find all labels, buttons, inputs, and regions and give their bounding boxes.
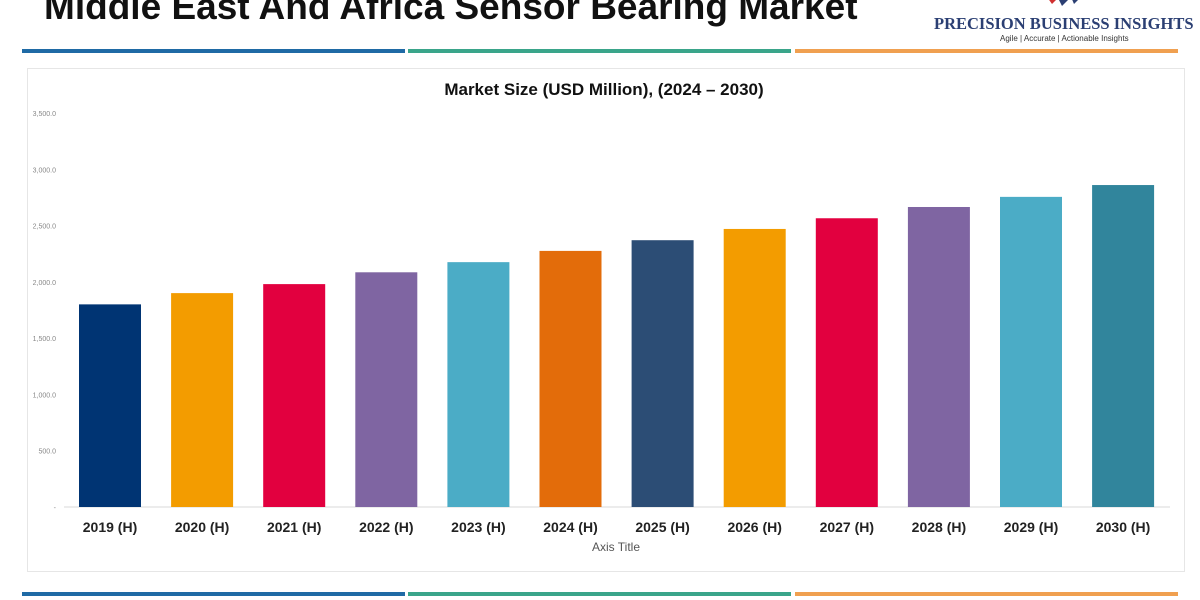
x-tick-label: 2026 (H) [727,519,781,535]
x-tick-label: 2029 (H) [1004,519,1058,535]
bar-2022 [355,272,418,507]
top-divider-orange [795,49,1178,53]
bar-2020 [171,293,234,507]
bar-2021 [263,284,326,507]
logo-mark-icon [1049,0,1078,6]
top-divider-teal [408,49,791,53]
page-title: Middle East And Africa Sensor Bearing Ma… [44,0,858,27]
bar-2019 [79,304,141,507]
y-tick-label: 2,000.0 [33,280,56,287]
bar-2029 [1000,196,1062,507]
bottom-divider-blue [22,592,405,596]
y-tick-label: 500.0 [38,449,56,456]
bar-2026 [723,228,786,507]
x-tick-label: 2025 (H) [635,519,689,535]
x-tick-label: 2020 (H) [175,519,229,535]
x-tick-label: 2030 (H) [1096,519,1150,535]
bottom-divider-orange [795,592,1178,596]
top-divider-blue [22,49,405,53]
y-tick-label: - [54,505,57,512]
x-axis-title: Axis Title [592,540,640,554]
x-tick-label: 2022 (H) [359,519,413,535]
bottom-divider-teal [408,592,791,596]
logo-name: PRECISION BUSINESS INSIGHTS [934,14,1194,33]
bar-2025 [631,240,694,507]
logo-tagline: Agile | Accurate | Actionable Insights [1000,34,1129,43]
bar-2023 [447,262,510,507]
x-tick-label: 2019 (H) [83,519,137,535]
y-tick-label: 1,000.0 [33,392,56,399]
y-tick-label: 3,000.0 [33,167,56,174]
chart-area [27,68,1185,572]
x-tick-label: 2023 (H) [451,519,505,535]
bar-2024 [539,250,602,507]
bar-2030 [1092,185,1155,507]
y-tick-label: 2,500.0 [33,224,56,231]
y-tick-label: 3,500.0 [33,111,56,118]
bar-2028 [907,206,970,508]
x-tick-label: 2028 (H) [912,519,966,535]
bar-2027 [815,218,878,508]
x-tick-label: 2021 (H) [267,519,321,535]
x-tick-label: 2027 (H) [820,519,874,535]
y-tick-label: 1,500.0 [33,336,56,343]
chart-title: Market Size (USD Million), (2024 – 2030) [444,80,763,99]
x-tick-label: 2024 (H) [543,519,597,535]
logo: PRECISION BUSINESS INSIGHTS Agile | Accu… [930,0,1195,46]
